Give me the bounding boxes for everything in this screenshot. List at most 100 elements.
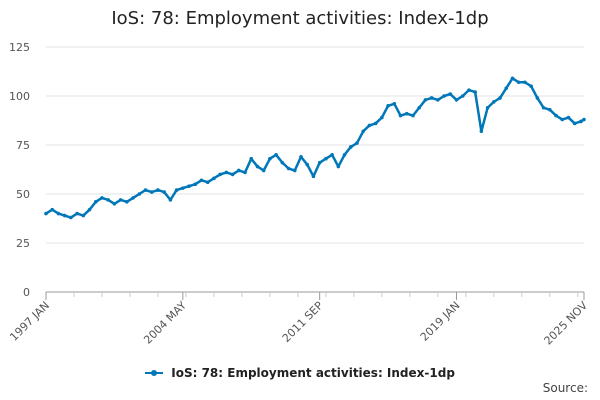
data-point bbox=[249, 156, 254, 161]
data-point bbox=[361, 129, 366, 134]
data-point bbox=[212, 176, 216, 181]
legend-label: IoS: 78: Employment activities: Index-1d… bbox=[171, 366, 455, 380]
data-point bbox=[143, 188, 148, 192]
y-tick-label: 0 bbox=[23, 286, 30, 299]
data-point bbox=[205, 180, 210, 185]
data-point bbox=[492, 100, 496, 104]
data-point bbox=[274, 153, 278, 157]
data-point bbox=[373, 121, 378, 126]
source-label: Source: bbox=[542, 381, 588, 395]
y-tick-label: 75 bbox=[16, 139, 30, 152]
data-point bbox=[324, 156, 328, 161]
data-point bbox=[243, 170, 247, 175]
data-point bbox=[137, 192, 142, 196]
data-point bbox=[199, 178, 204, 183]
data-point bbox=[355, 141, 359, 145]
data-point bbox=[554, 113, 558, 118]
data-point bbox=[112, 202, 117, 206]
data-point bbox=[168, 198, 173, 202]
y-tick-label: 125 bbox=[9, 41, 30, 54]
x-tick-label: 2019 JAN bbox=[418, 299, 463, 344]
data-point bbox=[237, 168, 241, 173]
data-point bbox=[286, 166, 291, 171]
data-point bbox=[348, 145, 353, 149]
data-point bbox=[336, 164, 341, 169]
data-point bbox=[473, 90, 477, 94]
legend-line-marker-icon bbox=[145, 369, 164, 376]
data-point bbox=[417, 105, 421, 110]
data-point bbox=[367, 123, 372, 128]
data-point bbox=[218, 172, 222, 177]
data-point bbox=[87, 207, 92, 212]
data-point bbox=[56, 211, 61, 216]
data-point bbox=[156, 188, 160, 192]
data-point bbox=[299, 154, 303, 159]
data-point bbox=[268, 156, 272, 161]
legend[interactable]: IoS: 78: Employment activities: Index-1d… bbox=[0, 366, 600, 380]
data-point bbox=[442, 94, 446, 98]
data-point bbox=[75, 211, 79, 216]
x-tick-label: 1997 JAN bbox=[7, 299, 52, 344]
data-point bbox=[50, 207, 55, 212]
data-point bbox=[485, 105, 490, 110]
data-point bbox=[342, 153, 347, 157]
data-point bbox=[467, 88, 471, 92]
data-point bbox=[547, 107, 552, 112]
data-point bbox=[100, 196, 104, 200]
data-point bbox=[330, 153, 334, 157]
data-point bbox=[386, 104, 390, 108]
data-point bbox=[81, 213, 86, 218]
data-point bbox=[411, 113, 415, 118]
chart-title: IoS: 78: Employment activities: Index-1d… bbox=[111, 8, 489, 29]
data-point bbox=[404, 111, 409, 116]
data-point bbox=[579, 119, 583, 124]
y-tick-label: 100 bbox=[9, 90, 30, 103]
data-point bbox=[423, 98, 428, 102]
data-point bbox=[305, 162, 310, 167]
series-line bbox=[45, 77, 585, 219]
data-point bbox=[510, 76, 515, 81]
data-point bbox=[69, 215, 73, 220]
data-point bbox=[292, 168, 297, 173]
data-point bbox=[187, 184, 191, 188]
data-point bbox=[62, 213, 67, 218]
data-point bbox=[392, 102, 397, 106]
data-point bbox=[398, 113, 403, 118]
data-point bbox=[460, 94, 465, 98]
data-point bbox=[498, 96, 502, 100]
data-point bbox=[181, 186, 185, 190]
data-point bbox=[560, 117, 565, 122]
x-tick-label: 2004 MAY bbox=[141, 299, 189, 347]
data-point bbox=[93, 200, 98, 204]
x-tick-label: 2025 NOV bbox=[542, 299, 591, 348]
data-point bbox=[44, 211, 48, 216]
data-point bbox=[255, 164, 260, 169]
data-point bbox=[541, 105, 546, 110]
data-point bbox=[131, 196, 135, 200]
data-point bbox=[149, 190, 154, 194]
data-point bbox=[125, 200, 129, 204]
data-point bbox=[535, 96, 540, 100]
y-tick-label: 25 bbox=[16, 237, 30, 250]
data-point bbox=[280, 160, 285, 165]
data-point bbox=[479, 129, 484, 134]
data-point bbox=[174, 188, 179, 192]
y-tick-label: 50 bbox=[16, 188, 30, 201]
data-point bbox=[317, 160, 322, 165]
data-point bbox=[311, 174, 316, 179]
data-point bbox=[516, 80, 521, 85]
data-point bbox=[118, 198, 123, 202]
data-point bbox=[162, 190, 166, 194]
data-point bbox=[454, 98, 459, 102]
data-point bbox=[504, 86, 509, 90]
data-point bbox=[193, 182, 198, 186]
data-point bbox=[572, 121, 577, 126]
data-point bbox=[582, 117, 586, 122]
data-point bbox=[566, 115, 571, 120]
data-point bbox=[523, 80, 527, 85]
data-point bbox=[230, 172, 235, 177]
data-point bbox=[436, 98, 440, 102]
x-tick-label: 2011 SEP bbox=[280, 299, 326, 345]
data-point bbox=[106, 198, 110, 202]
